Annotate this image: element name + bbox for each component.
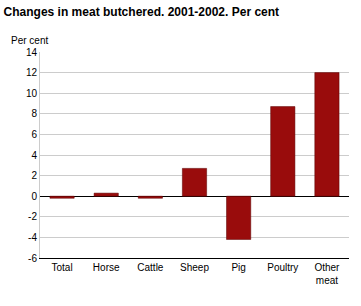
svg-text:10: 10 (26, 88, 38, 99)
svg-text:4: 4 (31, 150, 37, 161)
svg-text:0: 0 (31, 191, 37, 202)
svg-text:Changes in meat butchered. 200: Changes in meat butchered. 2001-2002. Pe… (4, 5, 279, 19)
svg-text:Pig: Pig (231, 262, 245, 273)
svg-text:-6: -6 (28, 253, 37, 264)
svg-text:14: 14 (26, 47, 38, 58)
svg-text:Cattle: Cattle (137, 262, 164, 273)
svg-text:-4: -4 (28, 232, 37, 243)
svg-text:6: 6 (31, 129, 37, 140)
svg-text:Horse: Horse (93, 262, 120, 273)
svg-text:Othermeat: Othermeat (314, 262, 340, 286)
svg-text:Total: Total (52, 262, 73, 273)
svg-text:Per cent: Per cent (11, 35, 48, 46)
svg-text:Sheep: Sheep (180, 262, 209, 273)
svg-text:8: 8 (31, 108, 37, 119)
svg-text:12: 12 (26, 67, 38, 78)
svg-text:Poultry: Poultry (267, 262, 298, 273)
svg-text:2: 2 (31, 170, 37, 181)
svg-text:-2: -2 (28, 211, 37, 222)
